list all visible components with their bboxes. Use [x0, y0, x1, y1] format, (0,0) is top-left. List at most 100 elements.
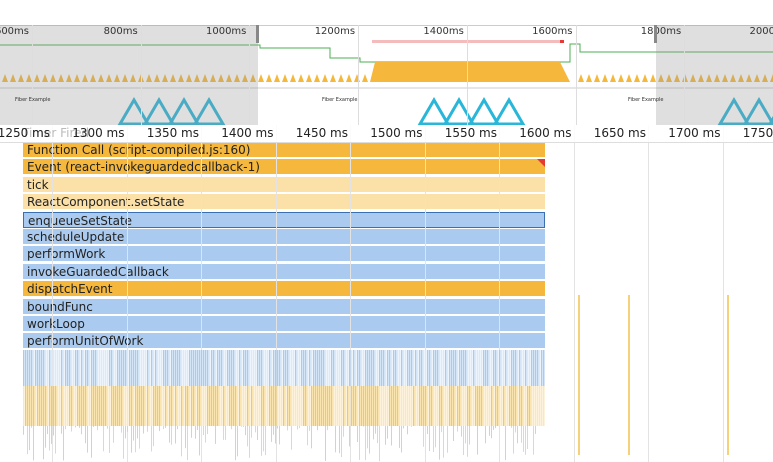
stripe: [429, 426, 430, 452]
stripe: [51, 386, 53, 426]
stripe: [343, 426, 344, 437]
range-handle-left[interactable]: [256, 25, 259, 43]
flame-frame[interactable]: ReactComponent.setState: [23, 194, 545, 211]
stripe: [161, 350, 163, 386]
stripe: [349, 386, 351, 426]
screenshot-thumbnails: [117, 97, 773, 125]
flame-frame[interactable]: performWork: [23, 246, 545, 263]
flame-frame[interactable]: enqueueSetState: [23, 211, 545, 228]
flame-frame[interactable]: workLoop: [23, 316, 545, 332]
stripe: [441, 350, 443, 386]
stripe: [373, 386, 375, 426]
stripe: [533, 426, 534, 455]
flame-frame[interactable]: Function Call (script-compiled.js:160): [23, 142, 545, 158]
stripe: [379, 350, 381, 386]
cpu-spike: [74, 74, 80, 82]
stripe: [407, 386, 409, 426]
stripe: [261, 350, 263, 386]
stripe: [511, 426, 512, 428]
overview-grid-line: [575, 25, 577, 125]
stripe: [303, 350, 305, 386]
stripe: [341, 426, 342, 458]
flame-chart[interactable]: Function Call (script-compiled.js:160) Ev…: [0, 125, 773, 462]
stripe: [55, 386, 57, 426]
overview-tick-label: 1800ms: [640, 26, 682, 37]
stripe: [377, 350, 379, 386]
stripe: [297, 426, 298, 430]
stripe: [407, 350, 409, 386]
flame-frame[interactable]: tick: [23, 176, 545, 193]
stripe: [181, 426, 182, 457]
stripe: [399, 350, 401, 386]
stripe: [217, 350, 219, 386]
flame-frame[interactable]: invokeGuardedCallback: [23, 263, 545, 280]
time-grid-line: [573, 125, 575, 462]
stripe: [79, 350, 81, 386]
stripe: [455, 386, 457, 426]
stripe: [273, 426, 274, 435]
stripe: [435, 426, 436, 448]
cpu-spike: [610, 74, 616, 82]
stripe: [191, 426, 192, 438]
flame-frame[interactable]: performUnitOfWork: [23, 333, 545, 350]
stripe: [261, 426, 262, 456]
stripe: [205, 386, 207, 426]
stripe: [389, 350, 391, 386]
stripe: [151, 426, 152, 452]
stripe: [283, 386, 285, 426]
stripe: [127, 426, 128, 432]
warning-triangle: [537, 159, 545, 167]
stripe: [331, 350, 333, 386]
stripe: [403, 426, 404, 429]
stripe: [135, 350, 137, 386]
stripe: [487, 350, 489, 386]
stripe: [511, 350, 513, 386]
stripe: [401, 350, 403, 386]
stripe: [317, 426, 318, 431]
cpu-scripting: [370, 62, 570, 82]
stripe: [361, 386, 363, 426]
stripe: [269, 386, 271, 426]
stripe: [253, 350, 255, 386]
stripe: [325, 426, 326, 462]
stripe: [125, 350, 127, 386]
stripe: [285, 386, 287, 426]
flame-frame[interactable]: Event (react-invokeguardedcallback-1): [23, 159, 545, 176]
stripe: [523, 426, 524, 452]
cpu-spike: [210, 74, 216, 82]
stripe: [141, 350, 143, 386]
stripe: [469, 426, 470, 445]
stripe: [311, 426, 312, 449]
stripe: [203, 350, 205, 386]
time-grid-line: [126, 125, 128, 462]
time-grid-line: [424, 125, 426, 462]
flame-frame[interactable]: boundFunc: [23, 298, 545, 315]
stripe: [119, 386, 121, 426]
stripe: [457, 386, 459, 426]
stripe: [457, 350, 459, 386]
stripe: [191, 350, 193, 386]
stripe: [209, 350, 211, 386]
sierpinski: [717, 97, 751, 125]
stripe: [463, 426, 464, 455]
stripe: [283, 350, 285, 386]
stripe: [413, 350, 415, 386]
flame-frame[interactable]: scheduleUpdate: [23, 229, 545, 245]
stripe: [341, 350, 343, 386]
stripe: [171, 350, 173, 386]
stripe: [427, 426, 428, 434]
stripe: [411, 350, 413, 386]
cpu-spike: [50, 74, 56, 82]
flame-frame[interactable]: dispatchEvent: [23, 281, 545, 298]
stripe: [87, 386, 89, 426]
stripe: [387, 350, 389, 386]
stripe: [183, 350, 185, 386]
cpu-spike: [594, 74, 600, 82]
stripe: [195, 426, 196, 439]
stripe: [173, 386, 175, 426]
cpu-spike: [170, 74, 176, 82]
stripe: [369, 386, 371, 426]
range-handle-right[interactable]: [654, 25, 657, 43]
stripe: [95, 386, 97, 426]
time-tick-label: 1600 ms: [519, 126, 572, 140]
